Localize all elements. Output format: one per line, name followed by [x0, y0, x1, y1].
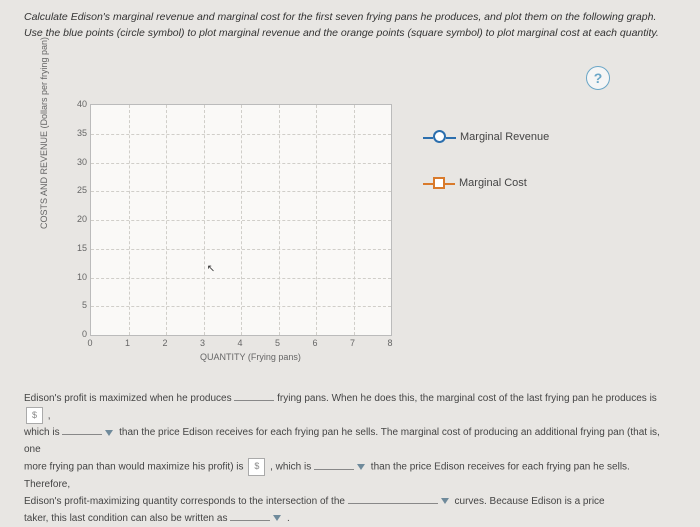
text: curves. Because Edison is a price: [455, 496, 605, 507]
x-tick: 7: [347, 338, 359, 348]
circle-icon: [433, 130, 446, 143]
y-axis-label: COSTS AND REVENUE (Dollars per frying pa…: [39, 37, 49, 229]
text: Edison's profit-maximizing quantity corr…: [24, 496, 345, 507]
text: , which is: [270, 462, 311, 473]
y-tick: 35: [72, 128, 87, 138]
y-tick: 15: [72, 243, 87, 253]
legend-mc-label: Marginal Cost: [459, 177, 527, 189]
y-tick: 20: [72, 214, 87, 224]
text: than the price Edison receives for each …: [24, 427, 660, 455]
legend-marginal-revenue[interactable]: Marginal Revenue: [430, 130, 549, 143]
text: frying pans. When he does this, the marg…: [277, 393, 657, 404]
help-button[interactable]: ?: [586, 66, 610, 90]
y-tick: 10: [72, 272, 87, 282]
blank-condition[interactable]: [230, 510, 270, 521]
chevron-down-icon[interactable]: [105, 430, 113, 436]
dollar-input[interactable]: $: [26, 407, 43, 424]
x-tick: 2: [159, 338, 171, 348]
text: ,: [48, 410, 51, 421]
y-tick: 30: [72, 157, 87, 167]
x-tick: 1: [122, 338, 134, 348]
text: which is: [24, 427, 60, 438]
text: Edison's profit is maximized when he pro…: [24, 393, 232, 404]
y-tick: 40: [72, 99, 87, 109]
x-tick: 3: [197, 338, 209, 348]
x-tick: 6: [309, 338, 321, 348]
y-tick: 25: [72, 185, 87, 195]
legend-mr-label: Marginal Revenue: [460, 131, 549, 143]
square-icon: [433, 177, 445, 189]
x-tick: 5: [272, 338, 284, 348]
legend-marginal-cost[interactable]: Marginal Cost: [430, 177, 549, 189]
blank-compare2[interactable]: [314, 459, 354, 470]
x-tick: 4: [234, 338, 246, 348]
x-tick: 0: [84, 338, 96, 348]
chart-area: COSTS AND REVENUE (Dollars per frying pa…: [40, 94, 420, 374]
instruction-text: Calculate Edison's marginal revenue and …: [0, 0, 700, 48]
legend: Marginal Revenue Marginal Cost: [430, 130, 549, 223]
dollar-input[interactable]: $: [248, 458, 265, 475]
x-axis-label: QUANTITY (Frying pans): [200, 352, 301, 362]
text: more frying pan than would maximize his …: [24, 462, 244, 473]
y-tick: 5: [72, 300, 87, 310]
chevron-down-icon[interactable]: [441, 498, 449, 504]
blank-curves[interactable]: [348, 493, 438, 504]
x-tick: 8: [384, 338, 396, 348]
blank-quantity[interactable]: [234, 390, 274, 401]
plot-area[interactable]: ↖: [90, 104, 392, 336]
text: .: [287, 513, 290, 524]
fill-in-paragraph: Edison's profit is maximized when he pro…: [24, 390, 676, 527]
chevron-down-icon[interactable]: [357, 464, 365, 470]
chevron-down-icon[interactable]: [273, 515, 281, 521]
blank-compare1[interactable]: [62, 424, 102, 435]
cursor-icon: ↖: [207, 263, 215, 274]
text: taker, this last condition can also be w…: [24, 513, 227, 524]
